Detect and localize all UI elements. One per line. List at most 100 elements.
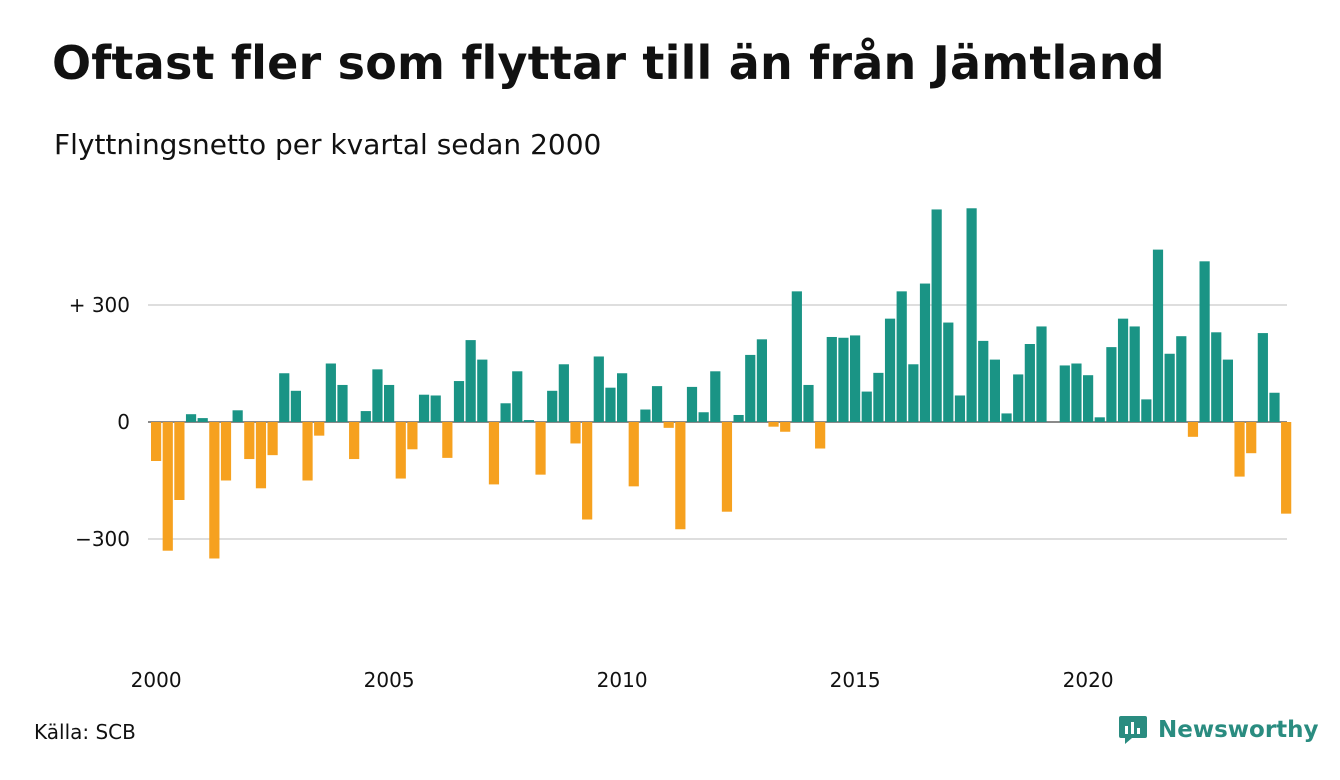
bar-positive [943,322,954,422]
bar-negative [780,422,791,432]
bar-positive [803,384,814,422]
bar-positive [384,384,395,422]
chart-title: Oftast fler som flyttar till än från Jäm… [52,36,1165,90]
x-tick-label: 2000 [131,668,182,692]
bar-positive [372,369,383,422]
bar-positive [989,359,1000,422]
bar-positive [931,209,942,422]
bar-positive [686,386,698,422]
bar-positive [1117,318,1129,422]
bar-negative [1187,422,1199,437]
bar-positive [593,356,604,422]
bar-positive [954,395,966,422]
bar-negative [267,422,278,456]
bar-positive [1141,399,1152,422]
bar-negative [663,422,674,428]
bar-negative [407,422,418,450]
bar-negative [815,422,826,449]
bar-positive [850,335,861,422]
x-tick-label: 2020 [1063,668,1114,692]
bar-positive [1036,326,1047,422]
bar-positive [430,395,441,422]
bar-positive [337,384,348,422]
newsworthy-logo-icon [1119,716,1147,744]
bar-positive [547,390,558,422]
bar-negative [488,422,500,485]
bar-positive [1152,249,1164,422]
y-axis-ticks: + 300 0 −300 [69,293,130,551]
bar-positive [465,340,476,422]
bar-negative [151,422,162,461]
bar-negative [302,422,313,481]
brand-name: Newsworthy [1158,717,1319,743]
bar-negative [1246,422,1257,454]
bar-positive [1001,413,1012,422]
bar-positive [756,339,767,422]
bar-positive [826,336,837,422]
bar-negative [768,422,779,427]
bar-positive [418,394,430,422]
bar-positive [838,337,849,422]
bar-positive [477,359,488,422]
bar-positive [884,318,896,422]
bar-positive [919,283,931,422]
bars [151,208,1292,559]
bar-positive [1013,374,1024,422]
bar-positive [1199,261,1210,422]
bar-positive [640,409,651,422]
bar-positive [360,411,371,422]
bar-positive [873,372,884,422]
bar-positive [558,364,569,422]
bar-positive [279,373,290,422]
bar-positive [1176,336,1187,422]
bar-positive [325,363,336,422]
bar-negative [220,422,232,481]
bar-positive [1059,365,1070,422]
bar-positive [1106,347,1117,422]
bar-negative [1234,422,1245,477]
bar-positive [1094,417,1105,422]
bar-positive [197,418,208,422]
bar-positive [512,371,523,422]
bar-negative [535,422,546,475]
bar-positive [966,208,977,422]
bar-positive [791,291,802,422]
source-note: Källa: SCB [34,720,136,744]
bar-positive [1164,353,1175,422]
bar-negative [721,422,733,512]
x-axis-ticks: 2000 2005 2010 2015 2020 [131,668,1114,692]
bar-positive [185,414,197,422]
bar-positive [861,391,872,422]
y-tick-label: + 300 [69,293,130,317]
bar-positive [1211,332,1222,422]
x-tick-label: 2010 [597,668,648,692]
bar-negative [570,422,581,444]
bar-negative [255,422,267,489]
bar-negative [209,422,220,559]
bar-negative [162,422,173,551]
bar-positive [896,291,907,422]
bar-positive [651,386,663,422]
bar-negative [442,422,453,458]
y-tick-label: 0 [117,410,130,434]
bar-positive [290,390,301,422]
bar-positive [733,414,744,422]
x-tick-label: 2005 [364,668,415,692]
bar-positive [453,381,465,422]
bar-positive [698,412,709,422]
bar-positive [908,364,919,422]
bar-positive [605,387,616,422]
bar-negative [244,422,255,460]
bar-positive [745,354,756,422]
bar-negative [349,422,360,460]
bar-negative [675,422,686,530]
bar-positive [1269,392,1280,422]
y-tick-label: −300 [75,527,130,551]
bar-positive [710,371,721,422]
bar-negative [582,422,593,520]
brand-logo[interactable]: Newsworthy [1118,714,1319,746]
x-tick-label: 2015 [830,668,881,692]
bar-negative [314,422,325,436]
bar-positive [523,420,534,422]
